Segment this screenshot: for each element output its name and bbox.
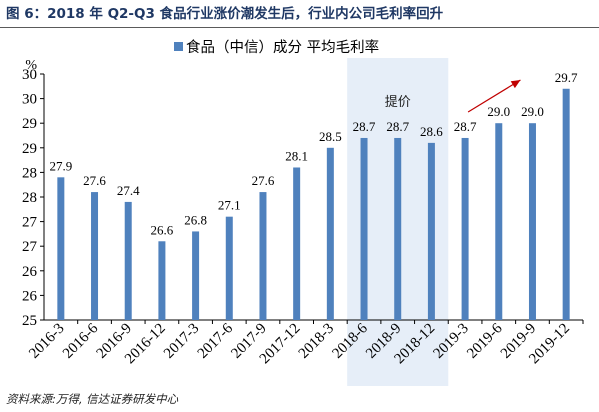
data-label: 29.7 — [555, 70, 578, 85]
data-label: 26.8 — [184, 212, 207, 227]
trend-arrow-shaft — [467, 79, 521, 113]
data-labels-group: 27.9 27.6 27.4 26.6 26.8 27.1 27.6 28.1 28.5 28.7… — [49, 70, 578, 238]
figure-title: 图 6：2018 年 Q2-Q3 食品行业涨价潮发生后，行业内公司毛利率回升 — [6, 6, 444, 22]
bar — [124, 201, 132, 320]
y-tick-label: 29 — [22, 141, 37, 157]
data-label: 28.6 — [420, 124, 443, 139]
y-tick-label: 27 — [22, 215, 38, 231]
y-tick-label: 28 — [22, 165, 37, 181]
legend-label: 食品（中信）成分 平均毛利率 — [186, 39, 379, 56]
bar — [293, 167, 301, 320]
y-tick-label: 25 — [22, 313, 37, 329]
data-label: 28.7 — [454, 119, 477, 134]
bar — [192, 231, 200, 320]
data-label: 27.4 — [117, 183, 140, 198]
data-label: 27.6 — [83, 173, 106, 188]
y-tick-label: 28 — [22, 190, 37, 206]
x-tick-label: 2016-6 — [60, 320, 102, 362]
bar — [427, 142, 435, 320]
axes-group — [40, 73, 584, 324]
legend-swatch — [174, 42, 183, 51]
data-label: 28.7 — [386, 119, 409, 134]
y-tick-label: 26 — [22, 288, 38, 304]
bar — [562, 88, 570, 320]
data-label: 29.0 — [521, 104, 544, 119]
y-tick-label: 30 — [22, 67, 37, 83]
bar — [225, 216, 233, 320]
bar-chart: 27.9 27.6 27.4 26.6 26.8 27.1 27.6 28.1 28.5 28.7… — [22, 39, 584, 386]
bar — [528, 123, 536, 320]
y-tick-label: 27 — [22, 239, 38, 255]
title-divider — [0, 27, 599, 28]
y-tick-label: 29 — [22, 116, 37, 132]
data-label: 28.1 — [285, 148, 308, 163]
data-label: 26.6 — [151, 222, 174, 237]
bar — [326, 147, 334, 320]
bar — [158, 241, 166, 320]
y-tick-label: 26 — [22, 264, 38, 280]
x-tick-labels-group: 2016-32016-62016-92016-122017-32017-6201… — [26, 320, 573, 367]
x-tick-label: 2018-3 — [296, 321, 337, 362]
x-tick-label: 2019-6 — [464, 320, 506, 362]
highlight-label: 提价 — [385, 94, 411, 110]
bar — [461, 137, 469, 320]
bars-group — [57, 88, 570, 320]
y-axis-unit: % — [25, 58, 37, 73]
data-label: 27.9 — [49, 158, 72, 173]
x-tick-label: 2017-3 — [161, 321, 202, 362]
bar — [394, 137, 402, 320]
y-tick-labels-group: 25 26 26 27 27 28 28 29 29 30 30 — [22, 67, 38, 329]
x-tick-label: 2017-6 — [195, 320, 237, 362]
data-label: 28.7 — [353, 119, 376, 134]
data-label: 27.6 — [252, 173, 275, 188]
data-label: 28.5 — [319, 129, 342, 144]
bar — [360, 137, 368, 320]
data-label: 27.1 — [218, 198, 241, 213]
bar — [259, 192, 267, 320]
bar — [495, 123, 503, 320]
y-tick-label: 30 — [22, 92, 37, 108]
data-label: 29.0 — [487, 104, 510, 119]
legend: 食品（中信）成分 平均毛利率 — [174, 39, 379, 56]
trend-arrow-head — [510, 80, 521, 89]
bar — [91, 192, 99, 320]
bar — [57, 177, 65, 320]
trend-arrow — [467, 79, 521, 113]
source-note: 资料来源:万得, 信达证券研发中心 — [6, 392, 179, 406]
